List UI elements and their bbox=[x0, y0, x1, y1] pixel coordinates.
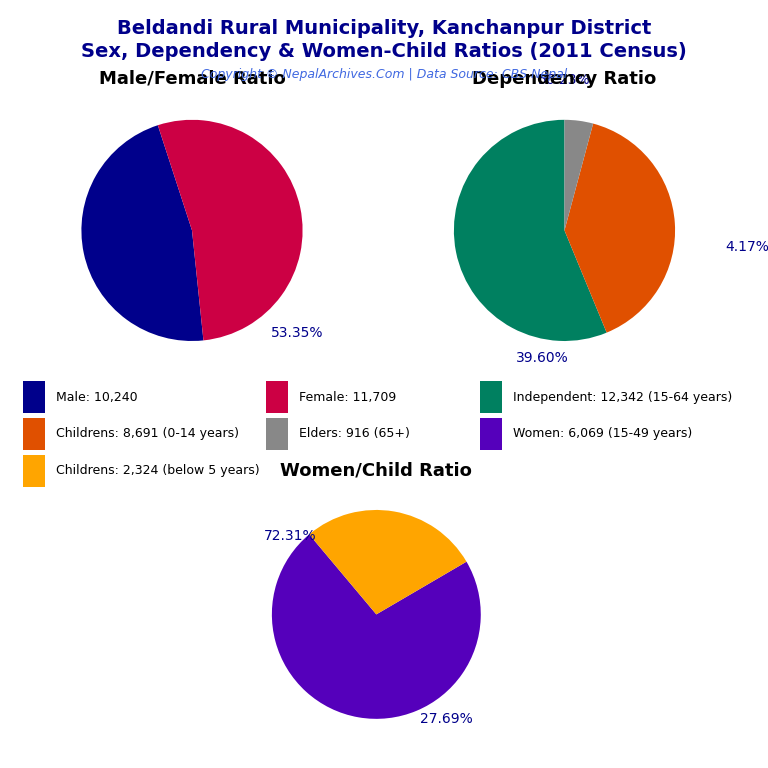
FancyBboxPatch shape bbox=[480, 418, 502, 450]
Wedge shape bbox=[81, 125, 204, 341]
Wedge shape bbox=[310, 510, 466, 614]
Wedge shape bbox=[272, 535, 481, 719]
Wedge shape bbox=[564, 120, 593, 230]
Text: 72.31%: 72.31% bbox=[264, 529, 316, 543]
FancyBboxPatch shape bbox=[23, 418, 45, 450]
FancyBboxPatch shape bbox=[23, 455, 45, 487]
Title: Women/Child Ratio: Women/Child Ratio bbox=[280, 462, 472, 479]
Text: Male: 10,240: Male: 10,240 bbox=[56, 391, 137, 403]
Wedge shape bbox=[454, 120, 607, 341]
Text: 27.69%: 27.69% bbox=[420, 712, 473, 726]
Text: Copyright © NepalArchives.Com | Data Source: CBS Nepal: Copyright © NepalArchives.Com | Data Sou… bbox=[201, 68, 567, 81]
FancyBboxPatch shape bbox=[266, 381, 288, 413]
Text: Independent: 12,342 (15-64 years): Independent: 12,342 (15-64 years) bbox=[513, 391, 732, 403]
FancyBboxPatch shape bbox=[266, 418, 288, 450]
Text: 4.17%: 4.17% bbox=[725, 240, 768, 254]
Text: 53.35%: 53.35% bbox=[271, 326, 323, 339]
Text: Childrens: 8,691 (0-14 years): Childrens: 8,691 (0-14 years) bbox=[56, 428, 239, 440]
Text: Female: 11,709: Female: 11,709 bbox=[300, 391, 396, 403]
Wedge shape bbox=[564, 124, 675, 333]
FancyBboxPatch shape bbox=[23, 381, 45, 413]
Text: Beldandi Rural Municipality, Kanchanpur District: Beldandi Rural Municipality, Kanchanpur … bbox=[117, 19, 651, 38]
Text: Childrens: 2,324 (below 5 years): Childrens: 2,324 (below 5 years) bbox=[56, 465, 260, 477]
Text: Elders: 916 (65+): Elders: 916 (65+) bbox=[300, 428, 410, 440]
Text: 56.23%: 56.23% bbox=[538, 73, 591, 87]
Text: Sex, Dependency & Women-Child Ratios (2011 Census): Sex, Dependency & Women-Child Ratios (20… bbox=[81, 42, 687, 61]
Text: Women: 6,069 (15-49 years): Women: 6,069 (15-49 years) bbox=[513, 428, 692, 440]
Text: 39.60%: 39.60% bbox=[516, 350, 569, 365]
Title: Male/Female Ratio: Male/Female Ratio bbox=[98, 70, 286, 88]
Title: Dependency Ratio: Dependency Ratio bbox=[472, 70, 657, 88]
Wedge shape bbox=[158, 120, 303, 340]
FancyBboxPatch shape bbox=[480, 381, 502, 413]
